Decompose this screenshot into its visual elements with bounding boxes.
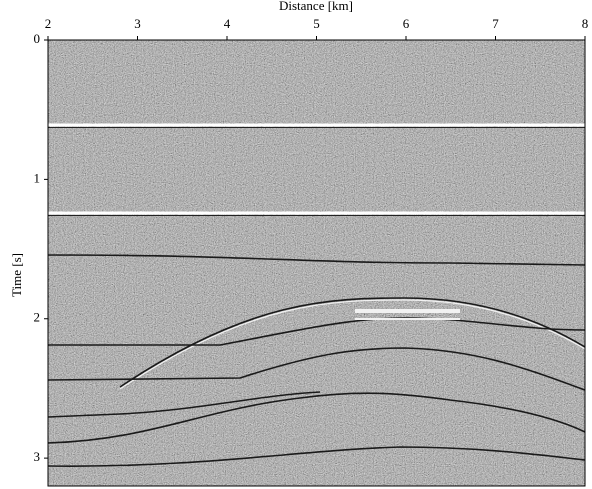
x-tick-label: 8 [582,16,589,31]
seismic-image [48,40,585,486]
y-tick-label: 2 [34,310,41,325]
x-tick-label: 6 [403,16,410,31]
x-tick-label: 7 [492,16,499,31]
y-tick-label: 3 [34,449,41,464]
y-tick-label: 1 [34,170,41,185]
y-tick-label: 0 [34,31,41,46]
x-axis-label: Distance [km] [279,0,353,13]
x-tick-label: 2 [45,16,52,31]
x-tick-label: 3 [134,16,141,31]
x-tick-label: 5 [313,16,320,31]
x-tick-label: 4 [224,16,231,31]
y-axis-label: Time [s] [9,253,24,297]
chart: Distance [km] Time [s] 2 3 4 5 6 7 8 0 1 2 3 [0,0,592,489]
page: Distance [km] Time [s] 23456780123 (() =… [0,0,592,489]
